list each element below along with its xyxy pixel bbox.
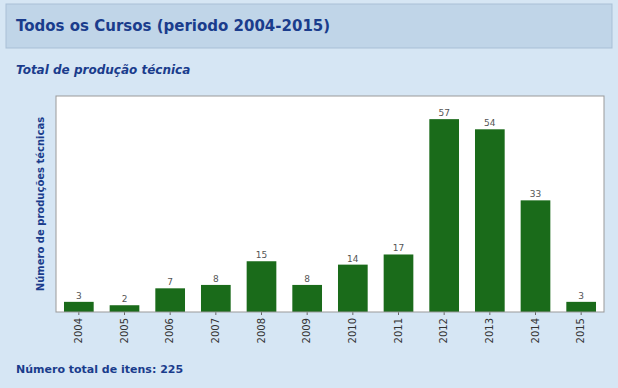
bar (475, 129, 505, 312)
x-tick-label: 2010 (347, 318, 358, 343)
x-tick-label: 2014 (530, 318, 541, 343)
plot-frame (56, 96, 604, 312)
data-label: 17 (393, 243, 404, 253)
x-tick-label: 2005 (119, 318, 130, 343)
title-strip (6, 4, 612, 48)
footer: Número total de itens: 225 (16, 363, 183, 376)
bar (429, 119, 459, 312)
data-label: 8 (213, 274, 219, 284)
data-label: 33 (530, 189, 541, 199)
x-axis: 2004 2005 2006 2007 2008 2009 2010 2011 2012 2013… (73, 312, 586, 343)
data-label: 14 (347, 254, 359, 264)
data-label: 3 (76, 291, 82, 301)
bar (247, 261, 277, 312)
chart-svg: Todos os Cursos (periodo 2004-2015) Total… (0, 0, 618, 388)
x-tick-label: 2008 (256, 318, 267, 343)
x-tick-label: 2004 (73, 318, 84, 343)
bar (201, 285, 231, 312)
subtitle: Total de produção técnica (16, 63, 190, 77)
bar (64, 302, 94, 312)
x-tick-label: 2007 (210, 318, 221, 343)
plot-area (56, 96, 604, 312)
chart-container: Todos os Cursos (periodo 2004-2015) Total… (0, 0, 618, 388)
x-tick-label: 2011 (393, 318, 404, 343)
bar (110, 305, 140, 312)
x-tick-label: 2015 (575, 318, 586, 343)
data-label: 15 (256, 250, 267, 260)
data-label: 3 (578, 291, 584, 301)
bar (292, 285, 322, 312)
data-labels: 327815814175754333 (76, 108, 584, 304)
bars (64, 119, 596, 312)
title: Todos os Cursos (periodo 2004-2015) (16, 17, 330, 35)
data-label: 7 (167, 277, 173, 287)
bar (521, 200, 551, 312)
bar (384, 254, 414, 312)
bar (566, 302, 596, 312)
data-label: 57 (438, 108, 449, 118)
x-tick-label: 2006 (164, 318, 175, 343)
data-label: 2 (122, 294, 128, 304)
data-label: 54 (484, 118, 496, 128)
x-tick-label: 2013 (484, 318, 495, 343)
bar (155, 288, 185, 312)
data-label: 8 (304, 274, 310, 284)
background (0, 0, 618, 388)
x-tick-label: 2009 (301, 318, 312, 343)
x-tick-label: 2012 (438, 318, 449, 343)
y-axis-label: Número de produções técnicas (35, 117, 46, 291)
bar (338, 265, 368, 312)
